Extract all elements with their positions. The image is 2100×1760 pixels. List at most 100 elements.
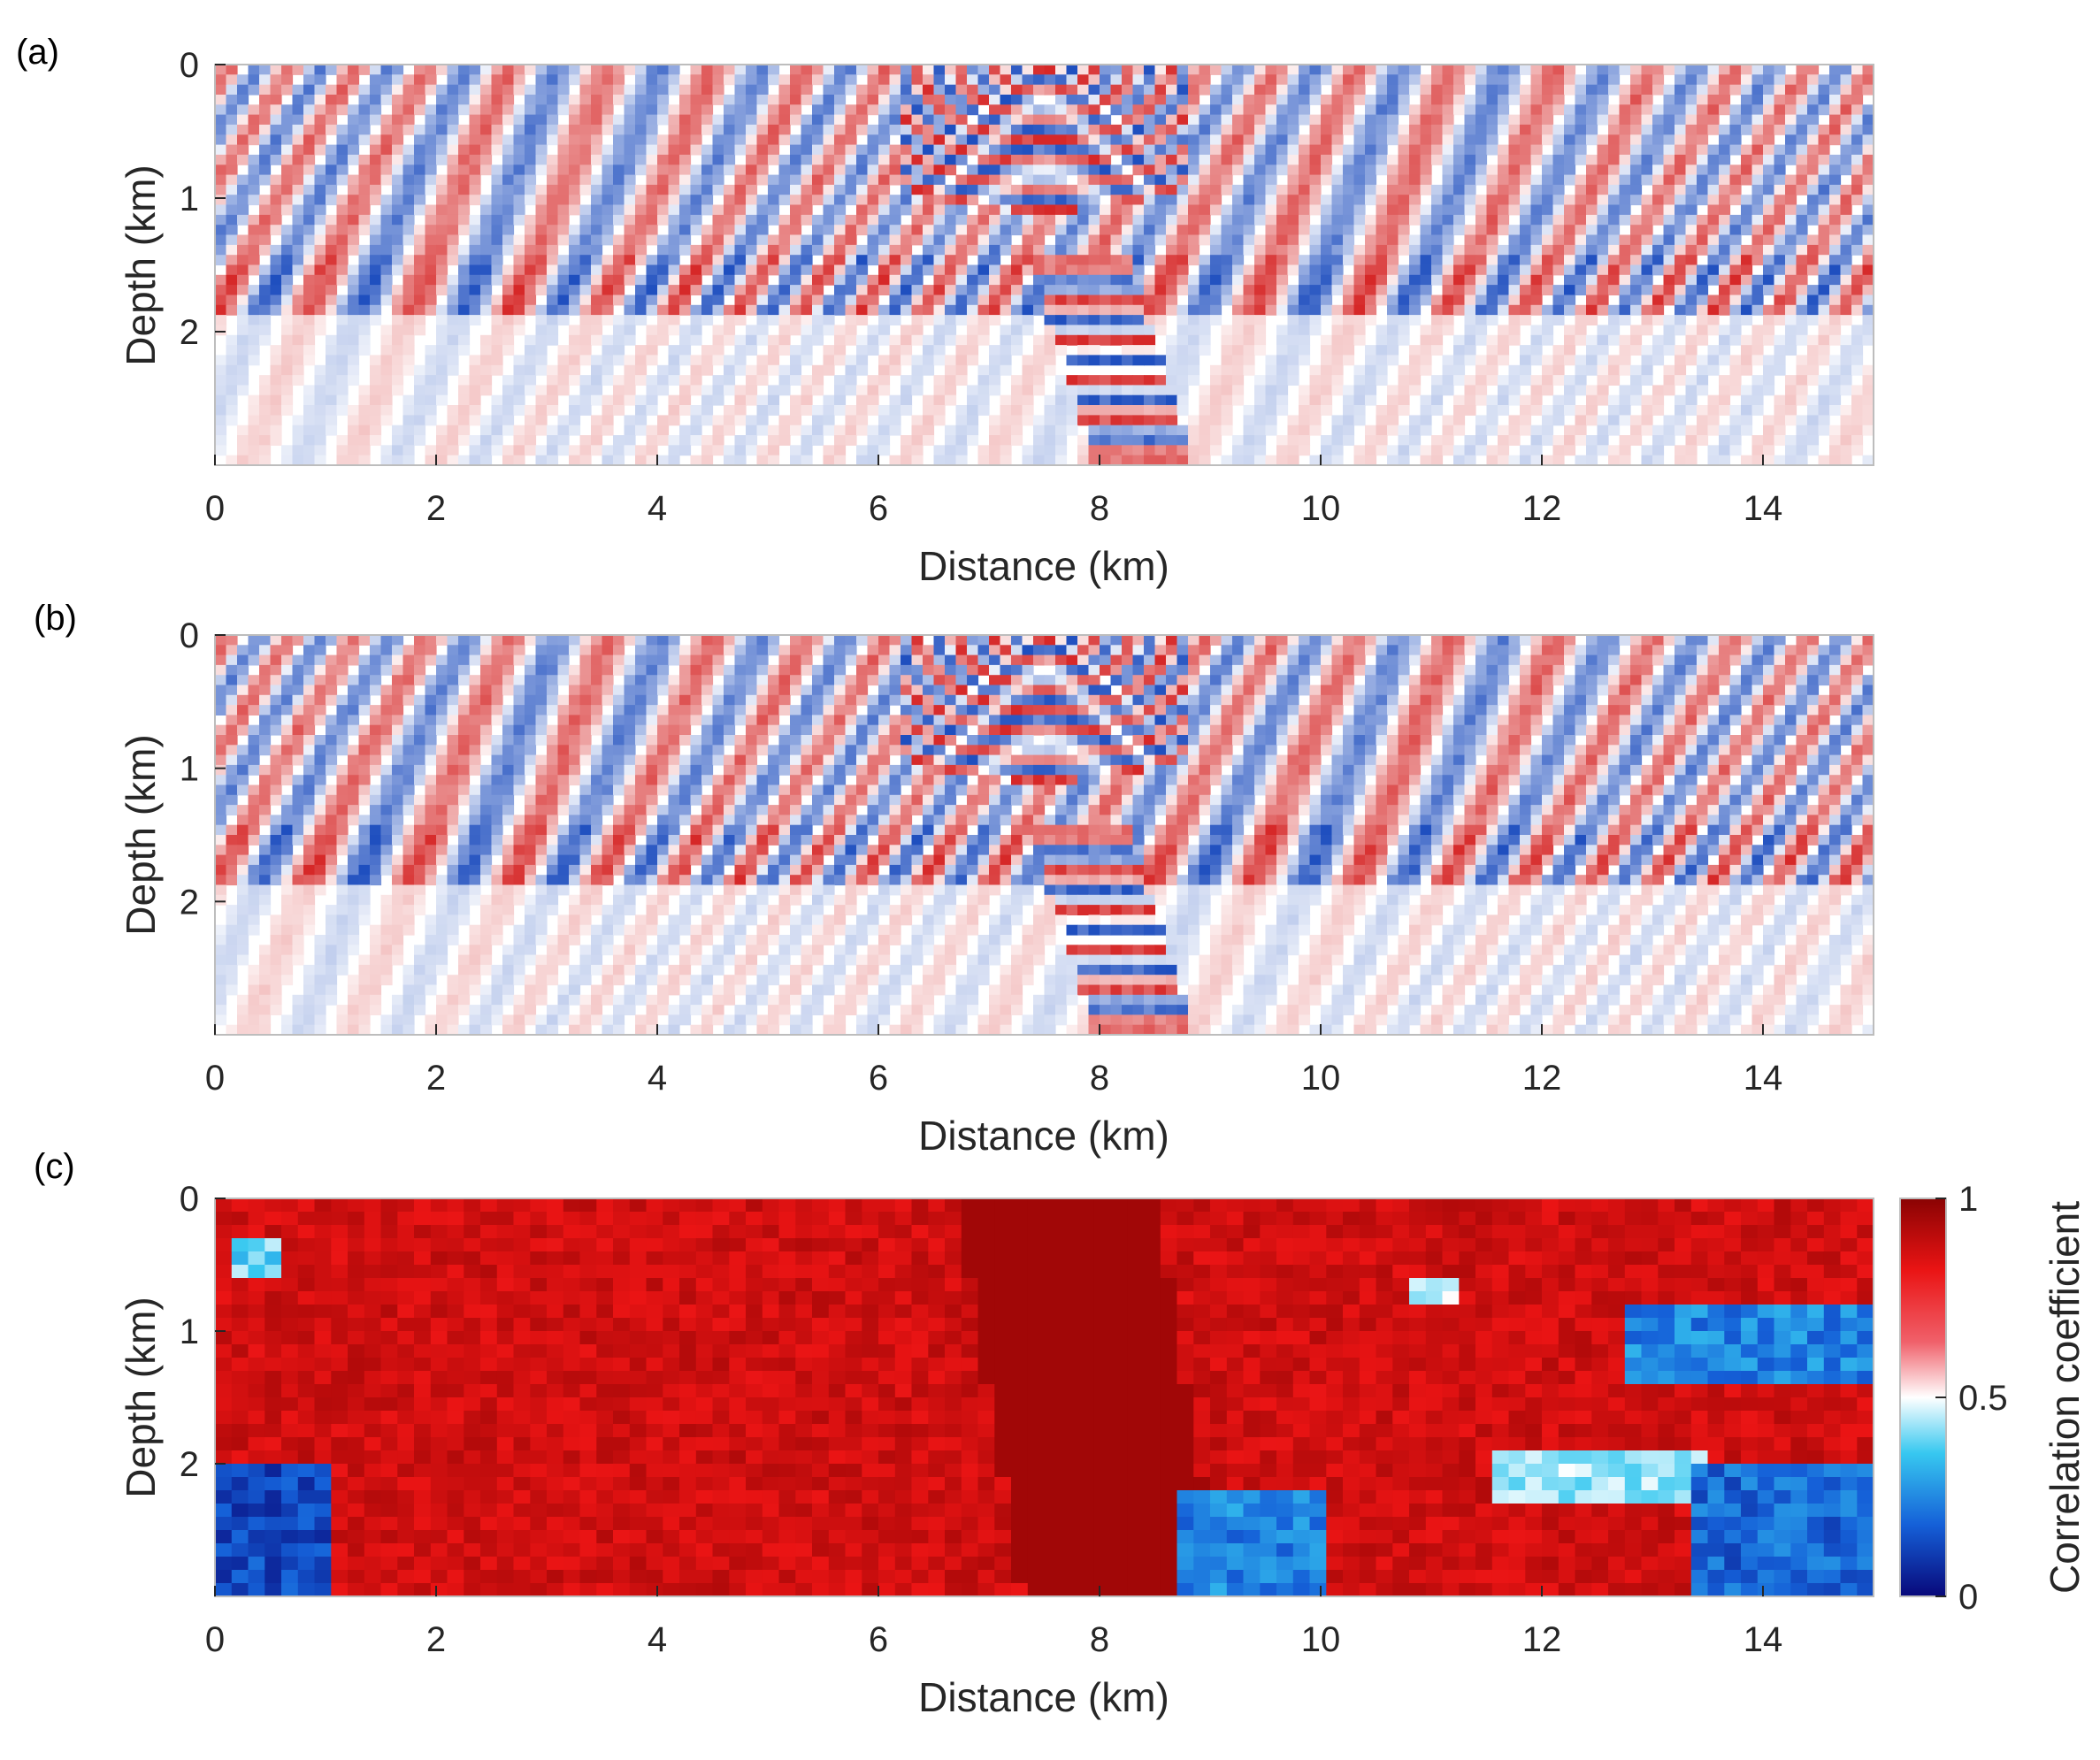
wavefield-cell: [1719, 285, 1731, 295]
wavefield-cell: [1387, 234, 1399, 246]
wavefield-cell: [491, 165, 503, 176]
wavefield-cell: [1530, 325, 1543, 336]
wavefield-cell: [1807, 364, 1820, 376]
wavefield-cell: [1862, 375, 1874, 386]
wavefield-cell: [259, 405, 272, 416]
wavefield-cell: [270, 255, 282, 266]
wavefield-cell: [1176, 375, 1189, 386]
wavefield-cell: [1210, 425, 1222, 436]
wavefield-cell: [1586, 285, 1598, 295]
wavefield-cell: [1453, 274, 1466, 286]
wavefield-cell: [259, 214, 272, 226]
wavefield-cell: [491, 255, 503, 266]
wavefield-cell: [1785, 134, 1797, 146]
wavefield-cell: [1707, 144, 1720, 156]
wavefield-cell: [1088, 104, 1100, 116]
wavefield-cell: [1000, 425, 1012, 436]
wavefield-cell: [480, 234, 493, 246]
wavefield-cell: [1862, 285, 1874, 295]
wavefield-cell: [1575, 415, 1587, 426]
wavefield-cell: [778, 134, 791, 146]
wavefield-cell: [778, 274, 791, 286]
wavefield-cell: [414, 74, 426, 86]
wavefield-cell: [1807, 174, 1820, 186]
wavefield-cell: [579, 204, 592, 216]
wavefield-cell: [226, 334, 238, 346]
wavefield-cell: [1586, 214, 1598, 226]
wavefield-cell: [535, 355, 548, 366]
wavefield-cell: [502, 394, 515, 406]
wavefield-cell: [469, 214, 481, 226]
wavefield-cell: [513, 244, 525, 256]
wavefield-cell: [1044, 154, 1056, 165]
wavefield-cell: [1055, 165, 1068, 176]
wavefield-cell: [226, 174, 238, 186]
wavefield-cell: [1265, 65, 1277, 75]
wavefield-cell: [458, 375, 471, 386]
wavefield-cell: [602, 204, 614, 216]
wavefield-cell: [701, 84, 714, 96]
wavefield-cell: [1675, 184, 1687, 195]
wavefield-cell: [1132, 385, 1145, 396]
wavefield-cell: [1575, 244, 1587, 256]
wavefield-cell: [1199, 255, 1211, 266]
wavefield-cell: [646, 144, 658, 156]
wavefield-cell: [1453, 364, 1466, 376]
wavefield-cell: [1199, 154, 1211, 165]
wavefield-cell: [1331, 285, 1344, 295]
wavefield-cell: [1729, 84, 1742, 96]
wavefield-cell: [348, 114, 360, 126]
wavefield-cell: [1088, 255, 1100, 266]
wavefield-cell: [1575, 405, 1587, 416]
wavefield-cell: [226, 204, 238, 216]
wavefield-cell: [569, 134, 581, 146]
wavefield-cell: [801, 204, 813, 216]
wavefield-cell: [1475, 195, 1488, 206]
wavefield-cell: [270, 425, 282, 436]
wavefield-cell: [348, 375, 360, 386]
wavefield-cell: [480, 84, 493, 96]
wavefield-cell: [889, 225, 901, 236]
wavefield-cell: [1829, 285, 1842, 295]
wavefield-cell: [458, 244, 471, 256]
wavefield-cell: [933, 65, 946, 75]
wavefield-cell: [690, 95, 702, 105]
wavefield-cell: [1077, 355, 1090, 366]
wavefield-cell: [270, 65, 282, 75]
wavefield-cell: [1774, 285, 1786, 295]
wavefield-cell: [746, 134, 758, 146]
wavefield-cell: [1232, 165, 1245, 176]
wavefield-cell: [447, 154, 459, 165]
wavefield-cell: [945, 114, 957, 126]
wavefield-cell: [613, 204, 625, 216]
wavefield-cell: [856, 425, 869, 436]
wavefield-cell: [1707, 154, 1720, 165]
wavefield-cell: [1851, 165, 1864, 176]
wavefield-cell: [1542, 104, 1554, 116]
wavefield-cell: [1122, 274, 1134, 286]
wavefield-cell: [1122, 174, 1134, 186]
wavefield-cell: [1652, 174, 1665, 186]
wavefield-cell: [248, 304, 260, 316]
wavefield-cell: [712, 285, 724, 295]
wavefield-cell: [1287, 425, 1299, 436]
wavefield-cell: [668, 225, 680, 236]
wavefield-cell: [602, 65, 614, 75]
wavefield-cell: [923, 74, 935, 86]
wavefield-cell: [591, 255, 603, 266]
wavefield-cell: [1199, 174, 1211, 186]
wavefield-cell: [1331, 214, 1344, 226]
wavefield-cell: [1442, 364, 1454, 376]
wavefield-cell: [1675, 264, 1687, 276]
wavefield-cell: [933, 124, 946, 135]
wavefield-cell: [679, 435, 692, 446]
wavefield-cell: [613, 165, 625, 176]
wavefield-cell: [1542, 195, 1554, 206]
wavefield-cell: [1166, 385, 1178, 396]
wavefield-cell: [237, 334, 249, 346]
wavefield-cell: [1420, 255, 1432, 266]
wavefield-cell: [1619, 84, 1631, 96]
wavefield-cell: [1818, 274, 1830, 286]
wavefield-cell: [1608, 325, 1621, 336]
wavefield-cell: [746, 234, 758, 246]
